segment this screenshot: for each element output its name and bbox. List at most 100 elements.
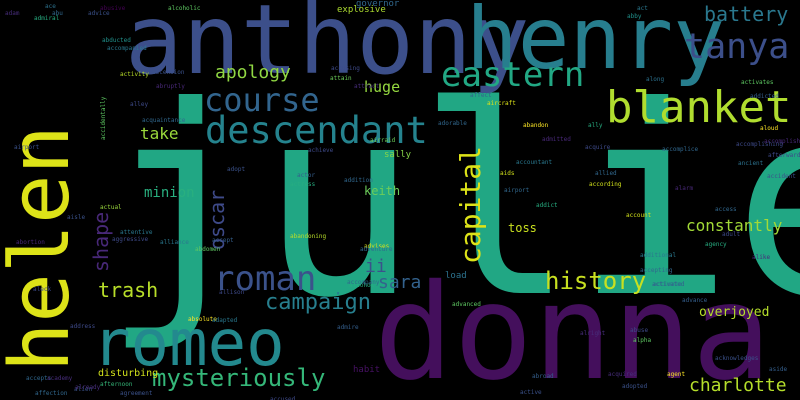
filler-word: affect xyxy=(470,92,492,99)
word-huge: huge xyxy=(364,78,401,96)
filler-word: aggressive xyxy=(112,236,149,243)
filler-word: abandoning xyxy=(290,233,327,240)
filler-word: alcoholic xyxy=(168,5,201,12)
filler-word: afterwards xyxy=(768,152,800,159)
filler-word: actual xyxy=(100,204,122,211)
filler-word: account xyxy=(626,212,652,219)
word-tanya: tanya xyxy=(684,27,790,67)
filler-word: aircraft xyxy=(487,100,516,107)
word-romeo: romeo xyxy=(92,307,285,381)
word-governor: governor xyxy=(356,0,400,9)
word-blanket: blanket xyxy=(606,82,792,133)
filler-word: accepts xyxy=(26,375,52,382)
filler-word: activates xyxy=(741,79,774,86)
word-trash: trash xyxy=(98,278,159,302)
filler-word: agent xyxy=(667,371,686,378)
filler-word: ally xyxy=(588,122,603,129)
filler-word: alien xyxy=(74,386,93,393)
filler-word: accomplishing xyxy=(736,141,783,148)
word-henry: henry xyxy=(466,0,725,89)
filler-word: affection xyxy=(35,390,68,397)
filler-word: abducted xyxy=(102,37,131,44)
filler-word: advance xyxy=(682,297,708,304)
filler-word: aside xyxy=(769,366,788,373)
filler-word: aids xyxy=(500,170,515,177)
filler-word: achieve xyxy=(308,147,334,154)
filler-word: ascension xyxy=(152,69,185,76)
filler-word: accident xyxy=(767,173,796,180)
word-habit: habit xyxy=(353,365,381,375)
filler-word: accused xyxy=(270,396,296,400)
filler-word: airport xyxy=(504,187,530,194)
filler-word: according xyxy=(589,181,622,188)
filler-word: activity xyxy=(120,71,149,78)
filler-word: acknowledges xyxy=(715,355,759,362)
filler-word: additional xyxy=(640,252,677,259)
word-roman: roman xyxy=(214,259,317,299)
filler-word: accept xyxy=(212,237,234,244)
filler-word: addict xyxy=(536,202,558,209)
filler-word: accusing xyxy=(331,65,360,72)
word-charlotte: charlotte xyxy=(689,375,787,396)
filler-word: activated xyxy=(652,281,685,288)
word-donna: donna xyxy=(374,256,772,400)
word-disturbing: disturbing xyxy=(98,368,159,379)
word-apology: apology xyxy=(215,62,291,83)
word-sally: sally xyxy=(384,150,412,160)
filler-word: aisle xyxy=(67,214,86,221)
filler-word: acquired xyxy=(608,371,637,378)
filler-word: abdomen xyxy=(195,246,221,253)
word-julie: julie xyxy=(102,50,800,355)
word-campaign: campaign xyxy=(265,290,371,315)
word-ii: ii xyxy=(365,256,387,277)
filler-word: along xyxy=(646,76,665,83)
filler-word: adorable xyxy=(438,120,467,127)
filler-word: agency xyxy=(705,241,727,248)
filler-word: acquire xyxy=(585,144,611,151)
filler-word: accomplice xyxy=(662,146,699,153)
filler-word: accidentally xyxy=(100,96,107,140)
filler-word: activate xyxy=(653,281,682,288)
filler-word: aloud xyxy=(760,125,779,132)
filler-word: advises xyxy=(364,243,390,250)
filler-word: attract xyxy=(354,83,380,90)
filler-word: abusive xyxy=(100,5,126,12)
word-keith: keith xyxy=(364,184,401,198)
filler-word: alpha xyxy=(633,337,652,344)
word-explosive: explosive xyxy=(337,5,386,15)
filler-word: academy xyxy=(47,375,73,382)
filler-word: abroad xyxy=(532,373,554,380)
filler-word: access xyxy=(715,206,737,213)
filler-word: alike xyxy=(752,254,771,261)
filler-word: accountant xyxy=(516,159,553,166)
filler-word: abruptly xyxy=(156,83,185,90)
filler-word: absolute xyxy=(188,316,217,323)
word-helen: helen xyxy=(0,125,88,372)
filler-word: abu xyxy=(52,10,63,17)
filler-word: admiral xyxy=(34,15,60,22)
filler-word: attentive xyxy=(120,229,153,236)
filler-word: alcohol xyxy=(349,282,375,289)
filler-word: agreement xyxy=(120,390,153,397)
word-descendant: descendant xyxy=(205,109,428,152)
word-take: take xyxy=(140,124,179,143)
word-sara: sara xyxy=(378,272,422,293)
word-battery: battery xyxy=(704,2,789,26)
filler-word: already xyxy=(75,384,101,391)
word-toss: toss xyxy=(508,221,537,235)
filler-word: abortion xyxy=(16,239,45,246)
filler-word: ace xyxy=(45,3,56,10)
filler-word: advanced xyxy=(452,301,481,308)
filler-word: attain xyxy=(330,75,352,82)
word-anthony: anthony xyxy=(125,0,530,96)
filler-word: adult xyxy=(722,231,741,238)
filler-word: afternoon xyxy=(100,381,133,388)
filler-word: airport xyxy=(14,144,40,151)
word-eastern: eastern xyxy=(441,55,585,95)
filler-word: ancient xyxy=(738,160,764,167)
word-overjoyed: overjoyed xyxy=(699,305,770,320)
word-history: history xyxy=(545,267,647,295)
filler-word: actor xyxy=(297,172,316,179)
word-constantly: constantly xyxy=(686,216,783,235)
